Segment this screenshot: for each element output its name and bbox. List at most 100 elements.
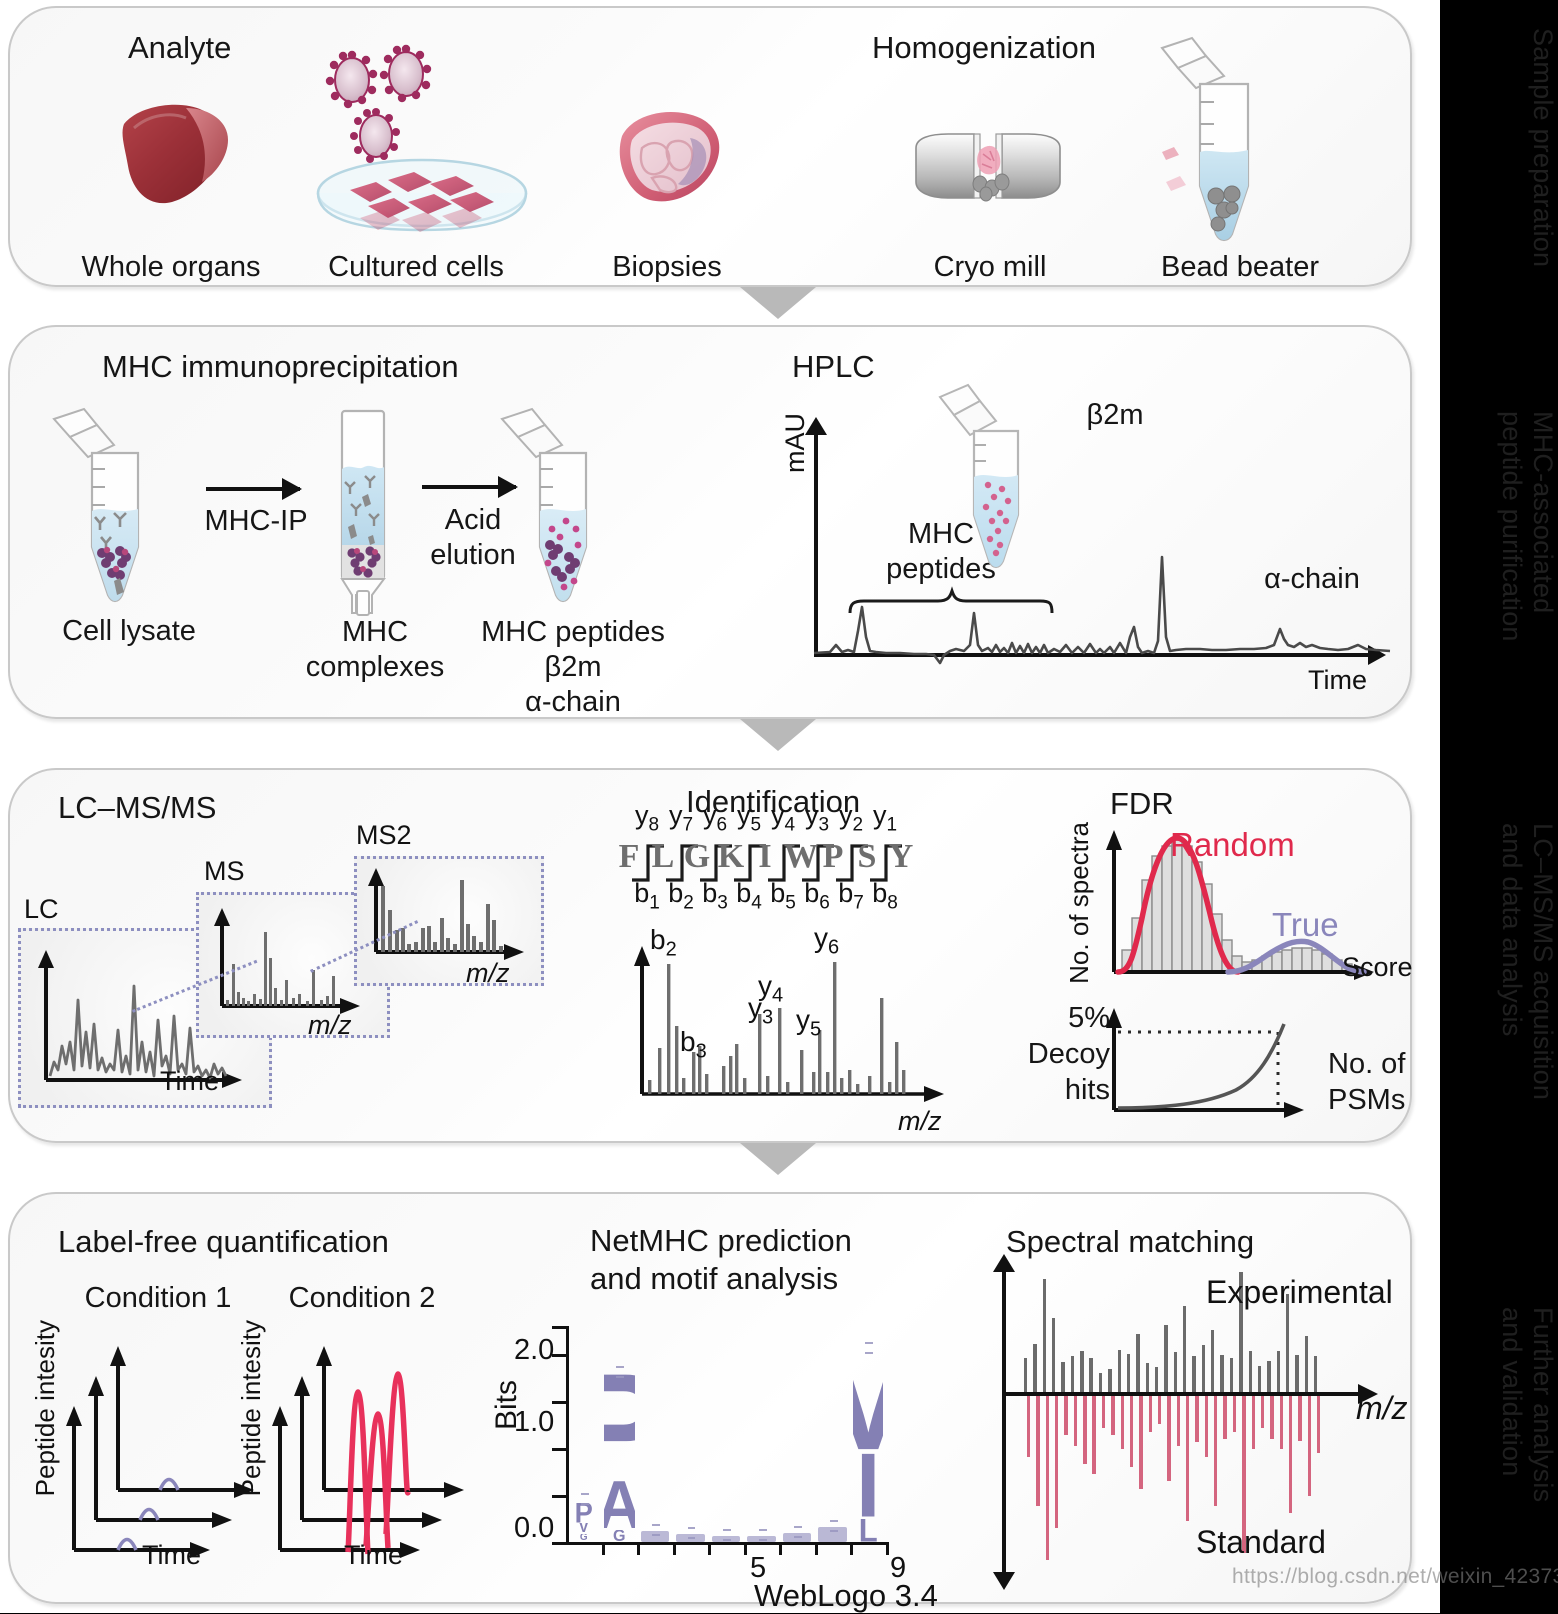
- mirror-bar-standard: [1251, 1396, 1255, 1450]
- mirror-bar-experimental: [1183, 1305, 1187, 1392]
- panel2-label-cell-lysate: Cell lysate: [62, 615, 196, 647]
- sequence-residue: S: [857, 838, 877, 875]
- weblogo-xtick-9: 9: [890, 1552, 906, 1585]
- mirror-bar-standard: [1111, 1396, 1115, 1436]
- identification-spectrum: [630, 942, 970, 1112]
- spectrum-label-y6: y6: [814, 922, 839, 960]
- lc-box-label: LC: [24, 894, 59, 924]
- side-label-mhc-purification: MHC-associated peptide purification: [1497, 410, 1558, 642]
- lfq-condition2-traces: [262, 1324, 492, 1574]
- mirror-bar-experimental: [1285, 1293, 1290, 1392]
- ms-spectrum: [206, 902, 386, 1022]
- b-ion-label-row: b1 b2 b3 b4 b5 b6 b7 b8: [608, 878, 958, 913]
- mirror-bar-standard: [1120, 1396, 1124, 1450]
- mirror-bar-experimental: [1211, 1329, 1215, 1392]
- mirror-bar-standard: [1027, 1396, 1031, 1457]
- weblogo-ytick-2: 2.0: [514, 1334, 554, 1367]
- weblogo-letter: G: [579, 1534, 588, 1542]
- weblogo-ytick-2-text: 2.0: [514, 1334, 555, 1366]
- panel2-heading-mhc-ip: MHC immunoprecipitation: [102, 349, 459, 384]
- mirror-bar-experimental: [1061, 1362, 1065, 1392]
- mirror-x-axis: [1002, 1392, 1360, 1396]
- mirror-bar-experimental: [1248, 1351, 1252, 1392]
- weblogo-error-bar: [865, 1342, 874, 1355]
- y-ion-label: y5: [736, 800, 762, 836]
- lfq-condition2-xlabel: Time: [344, 1540, 403, 1570]
- mirror-bar-experimental: [1117, 1350, 1121, 1392]
- mirror-bar-standard: [1307, 1396, 1312, 1496]
- watermark-text: https://blog.csdn.net/weixin_42373414: [1232, 1565, 1558, 1588]
- weblogo-letter: G: [613, 1529, 626, 1542]
- mirror-bar-experimental: [1192, 1356, 1196, 1392]
- bead-beater-tube-icon: [1148, 36, 1288, 244]
- b-ion-label: b7: [838, 878, 864, 914]
- mirror-bar-standard: [1083, 1396, 1087, 1464]
- mirror-bar-experimental: [1220, 1354, 1224, 1392]
- weblogo-error-bar: [616, 1365, 625, 1378]
- weblogo-letter: A: [604, 1481, 635, 1530]
- mirror-bar-experimental: [1267, 1360, 1271, 1392]
- weblogo-letter: V: [578, 1523, 589, 1535]
- peptide-ion-ladder: [608, 818, 958, 936]
- panel4-heading-spectral: Spectral matching: [1006, 1224, 1255, 1259]
- mirror-bar-experimental: [1164, 1324, 1168, 1392]
- b-ion-label: b8: [872, 878, 898, 914]
- mirror-bar-standard: [1073, 1396, 1078, 1446]
- y-ion-label: y1: [872, 800, 898, 836]
- weblogo-error-bar: [580, 1492, 589, 1505]
- microtube-icon-cell-lysate: [42, 405, 174, 605]
- weblogo-xtick-5-text: 5: [750, 1552, 767, 1584]
- ms-box-label: MS: [204, 856, 245, 886]
- ms2-box-label: MS2: [356, 820, 412, 850]
- mirror-bar-experimental: [1126, 1353, 1131, 1392]
- weblogo-x-axis: [566, 1542, 886, 1545]
- spectrum-label-b3-text: b3: [680, 1026, 707, 1063]
- mirror-bar-standard: [1167, 1396, 1171, 1482]
- b-ion-label: b6: [804, 878, 830, 914]
- panel1-heading-analyte: Analyte: [128, 30, 232, 65]
- mirror-bar-standard: [1129, 1396, 1134, 1468]
- y-ion-label: y7: [668, 800, 694, 836]
- mirror-bar-experimental: [1042, 1279, 1047, 1392]
- weblogo-x-tick: [637, 1542, 641, 1555]
- weblogo-x-tick: [708, 1542, 712, 1555]
- weblogo-letter: L: [858, 1518, 878, 1542]
- connector-arrow-3: [76, 1143, 1480, 1179]
- weblogo-y-tick: [552, 1542, 566, 1545]
- mirror-bar-experimental: [1089, 1358, 1093, 1392]
- lfq-condition2-label: Condition 2: [288, 1282, 436, 1314]
- b-ion-label: b2: [668, 878, 694, 914]
- panel4-heading-netmhc: NetMHC prediction and motif analysis: [590, 1223, 852, 1296]
- weblogo-y-axis: [566, 1326, 569, 1542]
- mirror-bar-standard: [1176, 1396, 1181, 1446]
- hplc-y-axis: [805, 417, 827, 657]
- mirror-bar-experimental: [1314, 1356, 1318, 1392]
- sequence-residue: P: [822, 838, 844, 875]
- arrow-mhc-ip: [206, 478, 302, 500]
- panel1-label-cultured-cells: Cultured cells: [328, 251, 504, 283]
- lc-chromatogram: [32, 946, 262, 1096]
- spectrum-label-b2-text: b2: [650, 924, 677, 961]
- weblogo-low-info-smear: [818, 1526, 847, 1542]
- mirror-bar-standard: [1157, 1396, 1162, 1425]
- mirror-bar-standard: [1045, 1396, 1050, 1560]
- identification-spectrum-xlabel: m/z: [898, 1106, 942, 1136]
- mirror-bar-standard: [1298, 1396, 1302, 1441]
- y-ion-label: y8: [634, 800, 660, 836]
- weblogo-letter: V: [853, 1349, 884, 1452]
- mirror-bar-standard: [1101, 1396, 1106, 1429]
- mirror-bar-standard: [1092, 1396, 1096, 1475]
- panel-sample-preparation: Analyte Homogenization: [8, 6, 1412, 287]
- mirror-y-axis: [1002, 1272, 1006, 1572]
- mirror-bar-experimental: [1239, 1272, 1243, 1392]
- weblogo-error-bar: [652, 1523, 660, 1536]
- mirror-bar-standard: [1288, 1396, 1293, 1514]
- mirror-bar-experimental: [1070, 1356, 1075, 1392]
- mirror-bar-standard: [1204, 1396, 1209, 1457]
- weblogo-x-tick: [672, 1542, 676, 1555]
- mirror-bar-standard: [1279, 1396, 1283, 1450]
- mirror-bar-standard: [1064, 1396, 1068, 1436]
- hplc-trace: [813, 431, 1394, 665]
- panel1-label-bead-beater: Bead beater: [1160, 251, 1319, 283]
